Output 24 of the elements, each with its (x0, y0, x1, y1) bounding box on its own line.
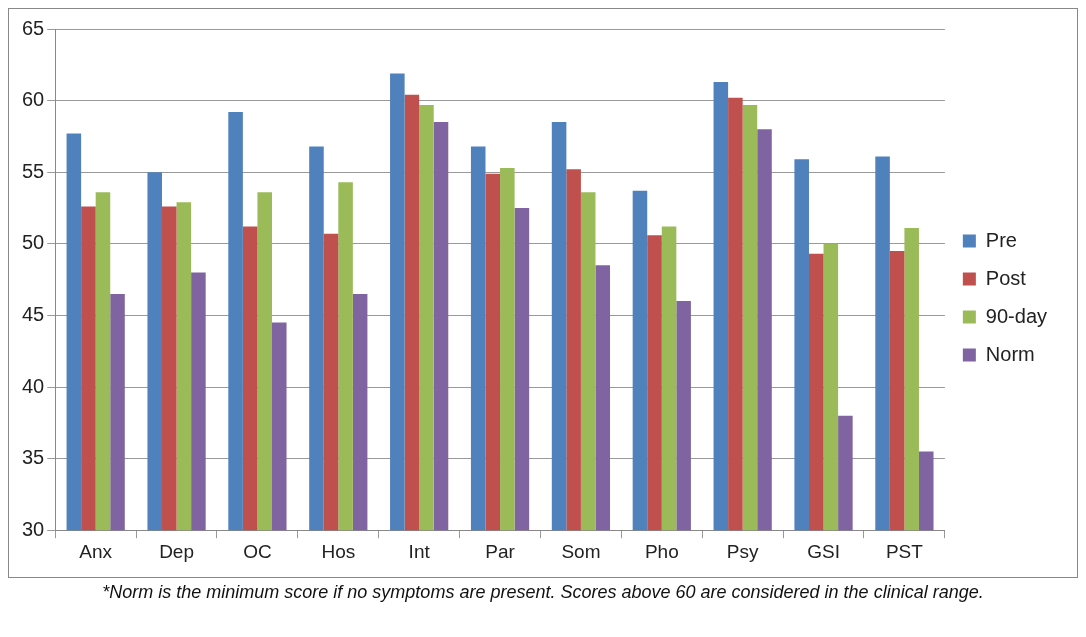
y-tick-label: 40 (22, 374, 45, 397)
y-tick-label: 35 (22, 446, 45, 469)
y-tick-label: 55 (22, 159, 45, 182)
text: *Norm is the minimum score if no symptoms are present. Scores above 60 are considered in the clinical range. (101, 582, 985, 603)
y-tick-label: 50 (22, 231, 45, 254)
x-tick-label: Anx (79, 540, 113, 562)
x-tick-label: Som (561, 540, 601, 562)
y-tick-label: 65 (22, 16, 45, 39)
x-tick-label: GSI (807, 540, 840, 562)
legend-label: Norm (985, 342, 1035, 365)
x-tick-label: Pho (644, 540, 679, 562)
x-tick-label: OC (243, 540, 272, 562)
x-tick-label: Hos (321, 540, 356, 562)
legend-label: Pre (985, 228, 1017, 251)
x-tick-label: PST (885, 540, 924, 562)
legend-label: 90-day (985, 304, 1047, 327)
y-tick-label: 60 (22, 88, 45, 111)
x-tick-label: Int (408, 540, 431, 562)
legend-label: Post (985, 266, 1027, 289)
x-tick-label: Psy (726, 540, 759, 562)
y-tick-label: 30 (22, 517, 45, 540)
x-tick-label: Par (485, 540, 516, 562)
x-tick-label: Dep (159, 540, 194, 562)
y-tick-label: 45 (22, 302, 45, 325)
